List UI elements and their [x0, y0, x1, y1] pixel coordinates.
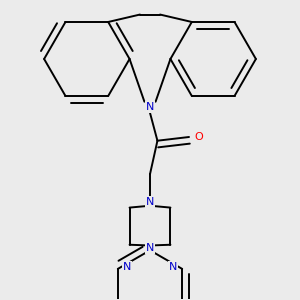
Text: N: N	[169, 262, 177, 272]
Text: N: N	[146, 102, 154, 112]
Text: O: O	[194, 132, 203, 142]
Text: N: N	[146, 197, 154, 207]
Text: N: N	[146, 244, 154, 254]
Text: N: N	[123, 262, 131, 272]
